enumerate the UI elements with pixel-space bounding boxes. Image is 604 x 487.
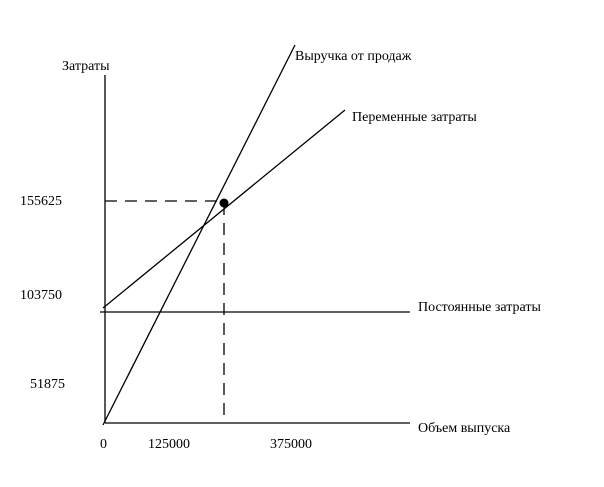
revenue-label: Выручка от продаж — [295, 49, 412, 64]
y-label: 103750 — [20, 288, 62, 303]
x-label: 125000 — [148, 437, 190, 452]
x-label: 375000 — [270, 437, 312, 452]
y-axis-title: Затраты — [62, 59, 110, 74]
y-label: 155625 — [20, 194, 62, 209]
x-label: 0 — [100, 437, 107, 452]
y-label: 51875 — [30, 377, 65, 392]
fixed-costs-label: Постоянные затраты — [418, 300, 542, 315]
revenue-line — [102, 44, 296, 426]
x-axis-title: Объем выпуска — [418, 421, 511, 436]
variable-costs-label: Переменные затраты — [352, 110, 477, 125]
break-even-point — [219, 198, 229, 208]
